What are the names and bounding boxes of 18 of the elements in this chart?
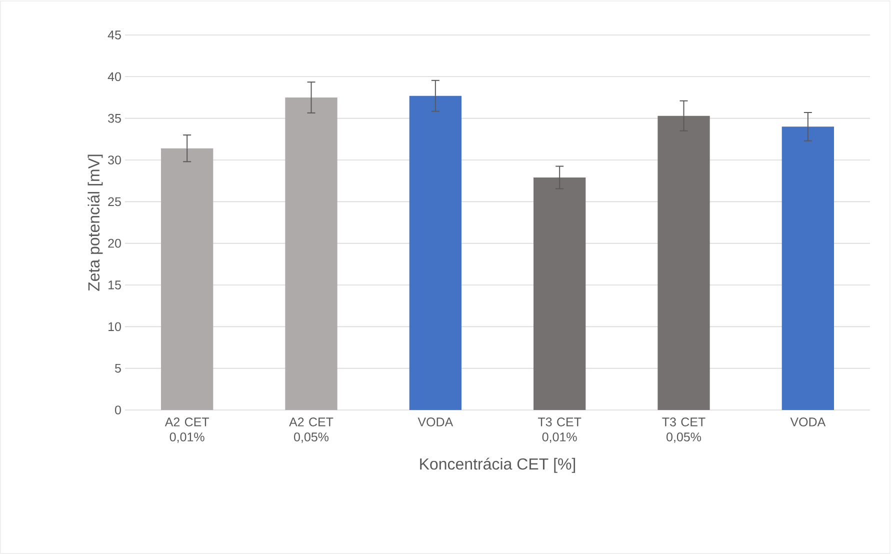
x-tick-label: VODA: [790, 418, 826, 426]
y-tick-label: 5: [115, 364, 121, 373]
x-tick-label: T3 CET 0,01%: [538, 418, 582, 443]
y-tick-label: 10: [108, 322, 121, 332]
y-axis-title: Zeta potenciál [mV]: [88, 154, 103, 291]
y-tick-label: 20: [108, 238, 121, 248]
x-axis-title: Koncentrácia CET [%]: [420, 458, 576, 473]
x-tick-label: A2 CET 0,01%: [164, 418, 210, 443]
y-tick-label: 15: [108, 280, 121, 290]
y-tick-label: 35: [108, 114, 121, 123]
x-tick-label: T3 CET 0,05%: [662, 418, 706, 443]
y-tick-label: 25: [108, 197, 121, 206]
y-tick-label: 45: [108, 30, 121, 40]
y-tick-label: 40: [108, 72, 121, 82]
x-tick-label: VODA: [418, 418, 454, 426]
y-tick-label: 0: [115, 406, 121, 414]
x-tick-label: A2 CET 0,05%: [289, 418, 334, 443]
y-tick-label: 30: [108, 156, 121, 164]
